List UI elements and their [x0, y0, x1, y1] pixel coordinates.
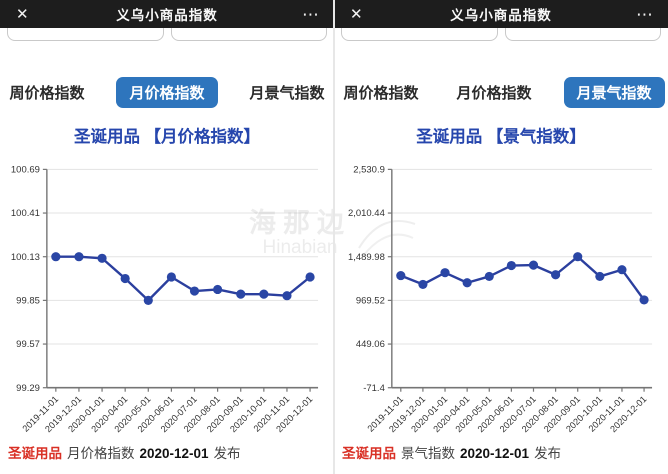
- chart-caption: 圣诞用品 景气指数 2020-12-01 发布: [342, 442, 668, 462]
- card-stub[interactable]: [7, 28, 164, 41]
- svg-text:2,530.9: 2,530.9: [353, 165, 385, 176]
- chart-title: 圣诞用品 【月价格指数】: [73, 128, 261, 146]
- boom-index-line-chart: 2,530.9 2,010.44 1,489.98 969.52 449.06 -71.4…: [334, 150, 668, 442]
- svg-text:100.69: 100.69: [11, 165, 40, 176]
- card-stubs-row: [334, 28, 668, 42]
- card-stub[interactable]: [504, 28, 661, 41]
- svg-text:969.52: 969.52: [356, 296, 385, 307]
- caption-date: 2020-12-01: [139, 446, 209, 461]
- close-icon[interactable]: ✕: [350, 5, 363, 23]
- svg-text:449.06: 449.06: [356, 339, 385, 350]
- caption-product: 圣诞用品: [8, 446, 62, 461]
- card-stub[interactable]: [170, 28, 327, 41]
- tab-month-price-index[interactable]: 月价格指数: [456, 84, 532, 102]
- card-stub[interactable]: [341, 28, 498, 41]
- card-stubs-row: [0, 28, 334, 42]
- chart-caption: 圣诞用品 月价格指数 2020-12-01 发布: [8, 442, 334, 462]
- tab-month-boom-index[interactable]: 月景气指数: [563, 76, 665, 108]
- caption-action: 发布: [534, 446, 562, 461]
- caption-action: 发布: [213, 446, 241, 461]
- svg-text:99.57: 99.57: [16, 339, 40, 350]
- price-index-line-chart: 100.69 100.41 100.13 99.85 99.57 99.29 2019-11…: [0, 150, 334, 442]
- panel-divider: [333, 0, 335, 474]
- more-menu-icon[interactable]: ⋯: [302, 4, 320, 24]
- tab-bar: 周价格指数 月价格指数 月景气指数: [0, 76, 334, 108]
- caption-date: 2020-12-01: [460, 446, 530, 461]
- chart-title: 圣诞用品 【景气指数】: [416, 128, 586, 146]
- tab-month-boom-index[interactable]: 月景气指数: [249, 84, 325, 102]
- caption-index-name: 景气指数: [401, 446, 455, 461]
- app-title: 义乌小商品指数: [116, 8, 218, 23]
- more-menu-icon[interactable]: ⋯: [636, 4, 654, 24]
- tab-month-price-index[interactable]: 月价格指数: [116, 76, 218, 108]
- app-header: ✕ 义乌小商品指数 ⋯: [0, 0, 334, 28]
- close-icon[interactable]: ✕: [16, 5, 29, 23]
- caption-index-name: 月价格指数: [67, 446, 135, 461]
- caption-product: 圣诞用品: [342, 446, 396, 461]
- svg-text:99.85: 99.85: [16, 296, 40, 307]
- tab-bar: 周价格指数 月价格指数 月景气指数: [334, 76, 668, 108]
- svg-text:-71.4: -71.4: [363, 383, 385, 394]
- tab-week-price-index[interactable]: 周价格指数: [9, 84, 85, 102]
- svg-text:2,010.44: 2,010.44: [348, 208, 385, 219]
- screenshot-panel-left: ✕ 义乌小商品指数 ⋯ 周价格指数 月价格指数 月景气指数 圣诞用品 【月价格指…: [0, 0, 334, 462]
- app-title: 义乌小商品指数: [450, 8, 552, 23]
- svg-text:99.29: 99.29: [16, 383, 40, 394]
- svg-text:1,489.98: 1,489.98: [348, 252, 385, 263]
- svg-text:100.41: 100.41: [11, 208, 40, 219]
- screenshot-panel-right: ✕ 义乌小商品指数 ⋯ 周价格指数 月价格指数 月景气指数 圣诞用品 【景气指数…: [334, 0, 668, 474]
- app-header: ✕ 义乌小商品指数 ⋯: [334, 0, 668, 28]
- svg-text:100.13: 100.13: [11, 252, 40, 263]
- tab-week-price-index[interactable]: 周价格指数: [343, 84, 419, 102]
